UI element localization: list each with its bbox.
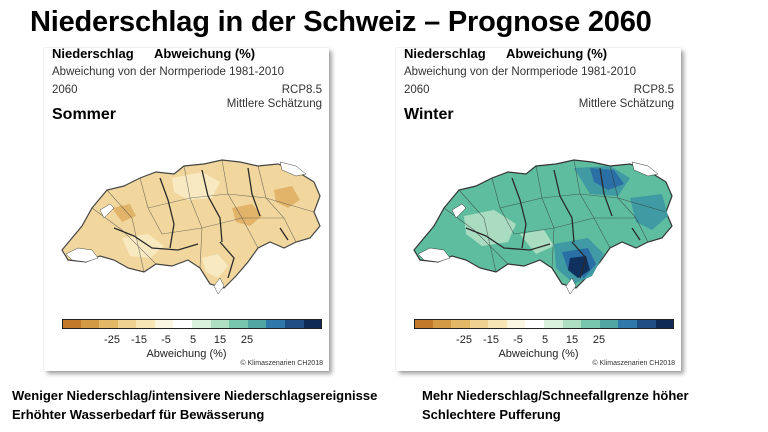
colorbar	[62, 319, 323, 329]
caption-line: Erhöhter Wasserbedarf für Bewässerung	[12, 407, 265, 422]
colorbar-tick-label: -15	[131, 334, 147, 346]
colorbar-segment	[488, 319, 507, 329]
region-patch	[590, 168, 624, 190]
metric-label: Abweichung (%)	[154, 46, 256, 61]
region-patch	[172, 172, 220, 200]
estimate-label: Mittlere Schätzung	[226, 98, 322, 110]
colorbar-segment	[581, 319, 600, 329]
colorbar-segment	[636, 319, 656, 329]
colorbar-segment	[303, 319, 323, 329]
scenario-label: RCP8.5	[281, 84, 322, 96]
winter-panel: Niederschlag Abweichung (%) Abweichung v…	[396, 46, 681, 371]
region-patch	[630, 194, 668, 230]
colorbar-tick-label: -25	[456, 334, 472, 346]
colorbar-segment	[117, 319, 137, 329]
winter-precipitation-map	[413, 159, 673, 295]
year-label: 2060	[52, 84, 78, 96]
caption-line: Weniger Niederschlag/intensivere Nieders…	[12, 388, 378, 403]
subtitle: Abweichung von der Normperiode 1981-2010	[404, 66, 637, 78]
lake-neuchatel	[99, 203, 115, 219]
lake-maggiore	[565, 277, 577, 295]
colorbar-label: Abweichung (%)	[498, 348, 579, 360]
colorbar-segment	[210, 319, 230, 329]
switzerland-shape	[61, 159, 321, 289]
colorbar-tick-label: -5	[161, 334, 171, 346]
colorbar-ticks: -25 -15 -5 5 15 25	[414, 334, 674, 348]
colorbar-segment	[562, 319, 582, 329]
colorbar-segment	[451, 319, 470, 329]
caption-line: Schlechtere Pufferung	[422, 407, 561, 422]
variable-label: Niederschlag	[52, 46, 134, 61]
colorbar-segment	[266, 319, 285, 329]
colorbar-tick-label: 25	[592, 334, 606, 346]
lake-constance	[279, 161, 307, 177]
subtitle: Abweichung von der Normperiode 1981-2010	[52, 66, 285, 78]
lake-geneva	[417, 247, 451, 263]
region-patch	[112, 204, 136, 222]
copyright: © Klimaszenarien CH2018	[592, 360, 675, 367]
copyright: © Klimaszenarien CH2018	[240, 360, 323, 367]
region-patch	[232, 204, 262, 226]
colorbar-segment	[432, 319, 452, 329]
region-patch	[122, 234, 164, 258]
winter-caption: Mehr Niederschlag/Schneefallgrenze höher…	[422, 386, 689, 424]
year-label: 2060	[404, 84, 430, 96]
lake-neuchatel	[451, 203, 467, 219]
colorbar-segment	[655, 319, 675, 329]
colorbar-tick-label: 5	[189, 334, 197, 346]
season-label: Winter	[404, 106, 454, 123]
summer-caption: Weniger Niederschlag/intensivere Nieders…	[12, 386, 377, 424]
colorbar-ticks: -25 -15 -5 5 15 25	[62, 334, 322, 348]
colorbar-tick-label: -25	[104, 334, 120, 346]
switzerland-shape	[413, 159, 673, 289]
colorbar-tick-label: 15	[565, 334, 579, 346]
colorbar-tick-label: -5	[513, 334, 523, 346]
colorbar-tick-label: -15	[483, 334, 499, 346]
colorbar-segment	[62, 319, 81, 329]
colorbar-segment	[80, 319, 100, 329]
colorbar-segment	[173, 319, 193, 329]
scenario-label: RCP8.5	[633, 84, 674, 96]
colorbar-segment	[599, 319, 619, 329]
colorbar-tick-label: 5	[541, 334, 549, 346]
caption-line: Mehr Niederschlag/Schneefallgrenze höher	[422, 388, 689, 403]
colorbar-tick-label: 15	[213, 334, 227, 346]
colorbar-segment	[284, 319, 304, 329]
summer-precipitation-map	[61, 159, 321, 295]
colorbar-frame	[62, 319, 322, 329]
estimate-label: Mittlere Schätzung	[578, 98, 674, 110]
lake-geneva	[65, 247, 99, 263]
colorbar-segment	[525, 319, 545, 329]
metric-label: Abweichung (%)	[506, 46, 608, 61]
season-label: Sommer	[52, 106, 117, 123]
colorbar-segment	[469, 319, 489, 329]
colorbar-segment	[154, 319, 174, 329]
colorbar	[414, 319, 675, 329]
colorbar-frame	[414, 319, 674, 329]
colorbar-segment	[544, 319, 563, 329]
colorbar-segment	[136, 319, 155, 329]
slide-title: Niederschlag in der Schweiz – Prognose 2…	[30, 6, 652, 38]
lake-constance	[631, 161, 659, 177]
summer-panel: Niederschlag Abweichung (%) Abweichung v…	[44, 46, 329, 371]
region-patch	[202, 254, 228, 278]
colorbar-tick-label: 25	[240, 334, 254, 346]
colorbar-segment	[618, 319, 637, 329]
region-patch	[464, 210, 516, 246]
lake-maggiore	[213, 277, 225, 295]
colorbar-segment	[229, 319, 248, 329]
colorbar-segment	[247, 319, 267, 329]
rivers	[465, 167, 641, 279]
colorbar-segment	[414, 319, 433, 329]
variable-label: Niederschlag	[404, 46, 486, 61]
colorbar-segment	[192, 319, 211, 329]
colorbar-segment	[506, 319, 526, 329]
rivers	[113, 167, 289, 279]
colorbar-label: Abweichung (%)	[146, 348, 227, 360]
colorbar-segment	[99, 319, 118, 329]
region-patch	[520, 230, 554, 254]
